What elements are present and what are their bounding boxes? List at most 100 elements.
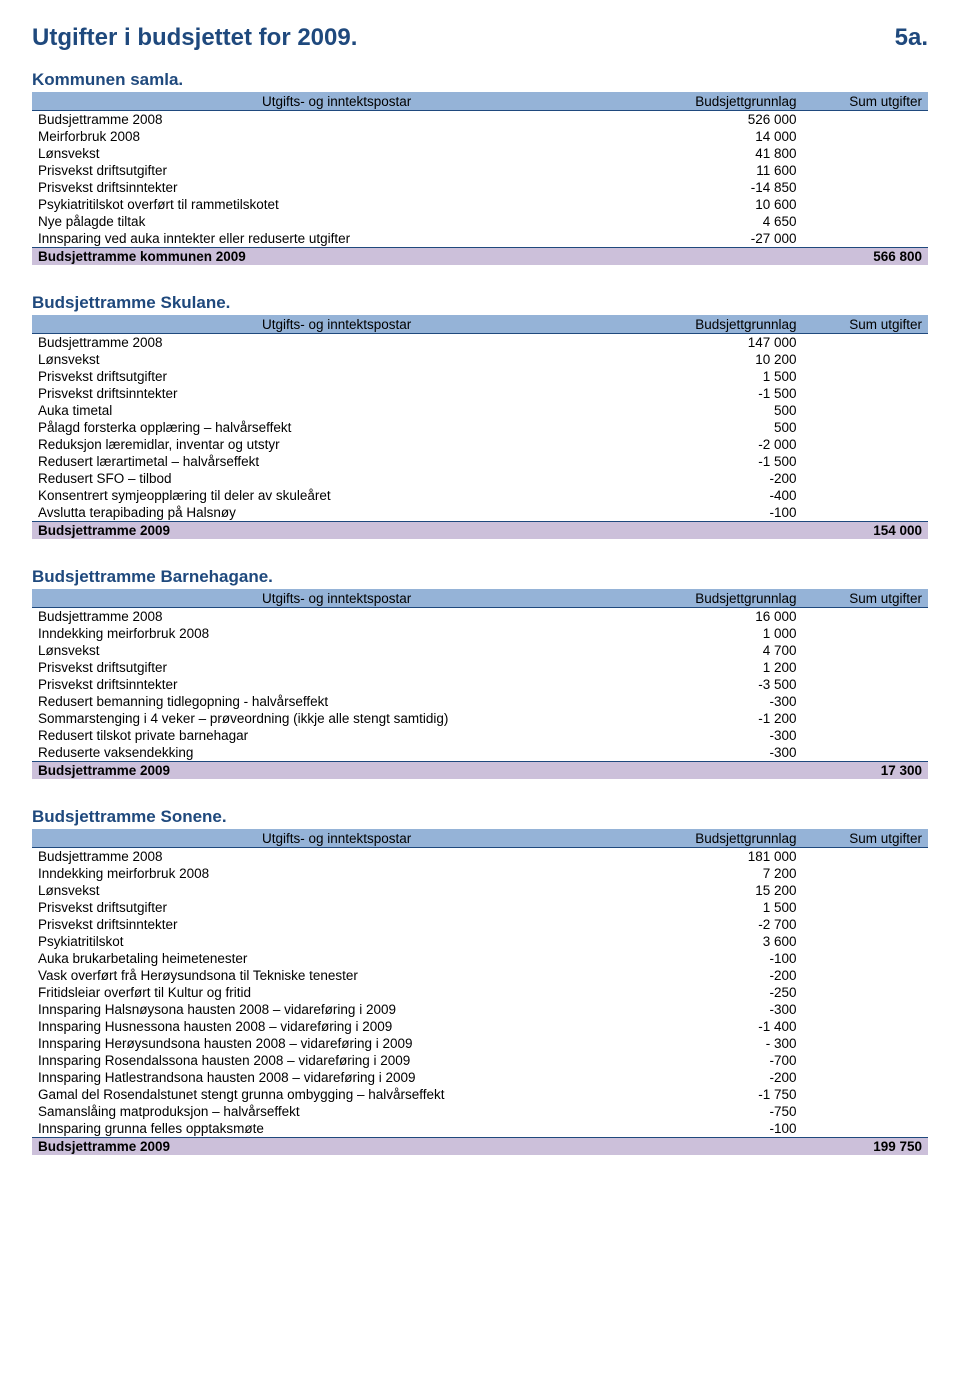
row-value: -14 850 [641, 179, 802, 196]
row-label: Lønsvekst [32, 642, 641, 659]
table-row: Lønsvekst41 800 [32, 145, 928, 162]
row-value: 147 000 [641, 334, 802, 352]
row-label: Budsjettramme 2008 [32, 334, 641, 352]
row-sum [803, 1001, 928, 1018]
table-row: Prisvekst driftsutgifter1 500 [32, 899, 928, 916]
row-value: 526 000 [641, 111, 802, 129]
row-value: -400 [641, 487, 802, 504]
row-value: 3 600 [641, 933, 802, 950]
table-row: Meirforbruk 200814 000 [32, 128, 928, 145]
row-sum [803, 145, 928, 162]
total-row: Budsjettramme 2009154 000 [32, 522, 928, 540]
row-label: Nye pålagde tiltak [32, 213, 641, 230]
table-row: Prisvekst driftsutgifter1 200 [32, 659, 928, 676]
row-sum [803, 1103, 928, 1120]
col-header: Utgifts- og inntektspostar [32, 589, 641, 608]
table-row: Prisvekst driftsinntekter-2 700 [32, 916, 928, 933]
table-row: Nye pålagde tiltak4 650 [32, 213, 928, 230]
row-value: -2 000 [641, 436, 802, 453]
total-mid [641, 762, 802, 780]
row-label: Lønsvekst [32, 882, 641, 899]
row-label: Gamal del Rosendalstunet stengt grunna o… [32, 1086, 641, 1103]
total-label: Budsjettramme 2009 [32, 1138, 641, 1156]
row-value: -1 200 [641, 710, 802, 727]
row-label: Budsjettramme 2008 [32, 111, 641, 129]
budget-table: Utgifts- og inntektspostarBudsjettgrunnl… [32, 315, 928, 539]
row-value: -100 [641, 950, 802, 967]
total-value: 199 750 [803, 1138, 928, 1156]
row-label: Prisvekst driftsinntekter [32, 676, 641, 693]
col-header: Budsjettgrunnlag [641, 92, 802, 111]
row-value: -2 700 [641, 916, 802, 933]
row-sum [803, 419, 928, 436]
row-value: -1 500 [641, 385, 802, 402]
row-label: Reduserte vaksendekking [32, 744, 641, 762]
row-value: -250 [641, 984, 802, 1001]
row-sum [803, 470, 928, 487]
row-label: Redusert tilskot private barnehagar [32, 727, 641, 744]
table-row: Prisvekst driftsinntekter-3 500 [32, 676, 928, 693]
table-row: Redusert SFO – tilbod-200 [32, 470, 928, 487]
table-header-row: Utgifts- og inntektspostarBudsjettgrunnl… [32, 92, 928, 111]
page-title: Utgifter i budsjettet for 2009. [32, 24, 357, 52]
row-sum [803, 848, 928, 866]
row-sum [803, 128, 928, 145]
table-row: Innsparing Halsnøysona hausten 2008 – vi… [32, 1001, 928, 1018]
row-label: Prisvekst driftsutgifter [32, 368, 641, 385]
row-label: Lønsvekst [32, 351, 641, 368]
col-header: Utgifts- og inntektspostar [32, 829, 641, 848]
table-row: Budsjettramme 2008147 000 [32, 334, 928, 352]
table-row: Sommarstenging i 4 veker – prøveordning … [32, 710, 928, 727]
row-label: Reduksjon læremidlar, inventar og utstyr [32, 436, 641, 453]
row-sum [803, 625, 928, 642]
row-value: -200 [641, 1069, 802, 1086]
row-label: Redusert lærartimetal – halvårseffekt [32, 453, 641, 470]
total-label: Budsjettramme kommunen 2009 [32, 248, 641, 266]
col-header: Budsjettgrunnlag [641, 829, 802, 848]
row-sum [803, 230, 928, 248]
row-value: -300 [641, 1001, 802, 1018]
row-sum [803, 933, 928, 950]
total-mid [641, 522, 802, 540]
total-row: Budsjettramme 2009 199 750 [32, 1138, 928, 1156]
row-value: 500 [641, 419, 802, 436]
total-value: 566 800 [803, 248, 928, 266]
table-row: Reduserte vaksendekking-300 [32, 744, 928, 762]
row-value: -1 500 [641, 453, 802, 470]
row-sum [803, 1086, 928, 1103]
col-header: Budsjettgrunnlag [641, 315, 802, 334]
row-value: 181 000 [641, 848, 802, 866]
section-title: Budsjettramme Skulane. [32, 293, 928, 313]
row-label: Auka brukarbetaling heimetenester [32, 950, 641, 967]
col-header: Utgifts- og inntektspostar [32, 92, 641, 111]
total-row: Budsjettramme 200917 300 [32, 762, 928, 780]
row-value: -1 400 [641, 1018, 802, 1035]
row-value: 7 200 [641, 865, 802, 882]
row-label: Fritidsleiar overført til Kultur og frit… [32, 984, 641, 1001]
col-header: Sum utgifter [803, 829, 928, 848]
row-sum [803, 402, 928, 419]
row-value: -300 [641, 693, 802, 710]
table-row: Innsparing Rosendalssona hausten 2008 – … [32, 1052, 928, 1069]
budget-table: Utgifts- og inntektspostarBudsjettgrunnl… [32, 92, 928, 265]
row-label: Prisvekst driftsinntekter [32, 916, 641, 933]
row-sum [803, 744, 928, 762]
table-row: Avslutta terapibading på Halsnøy-100 [32, 504, 928, 522]
row-label: Prisvekst driftsinntekter [32, 385, 641, 402]
row-sum [803, 659, 928, 676]
row-value: 10 200 [641, 351, 802, 368]
row-sum [803, 213, 928, 230]
row-label: Budsjettramme 2008 [32, 848, 641, 866]
row-sum [803, 504, 928, 522]
row-value: 4 700 [641, 642, 802, 659]
row-label: Pålagd forsterka opplæring – halvårseffe… [32, 419, 641, 436]
row-sum [803, 608, 928, 626]
table-row: Redusert tilskot private barnehagar-300 [32, 727, 928, 744]
total-label: Budsjettramme 2009 [32, 522, 641, 540]
row-sum [803, 351, 928, 368]
table-row: Prisvekst driftsinntekter-14 850 [32, 179, 928, 196]
table-row: Psykiatritilskot overført til rammetilsk… [32, 196, 928, 213]
table-row: Auka brukarbetaling heimetenester-100 [32, 950, 928, 967]
table-row: Budsjettramme 2008526 000 [32, 111, 928, 129]
row-sum [803, 453, 928, 470]
